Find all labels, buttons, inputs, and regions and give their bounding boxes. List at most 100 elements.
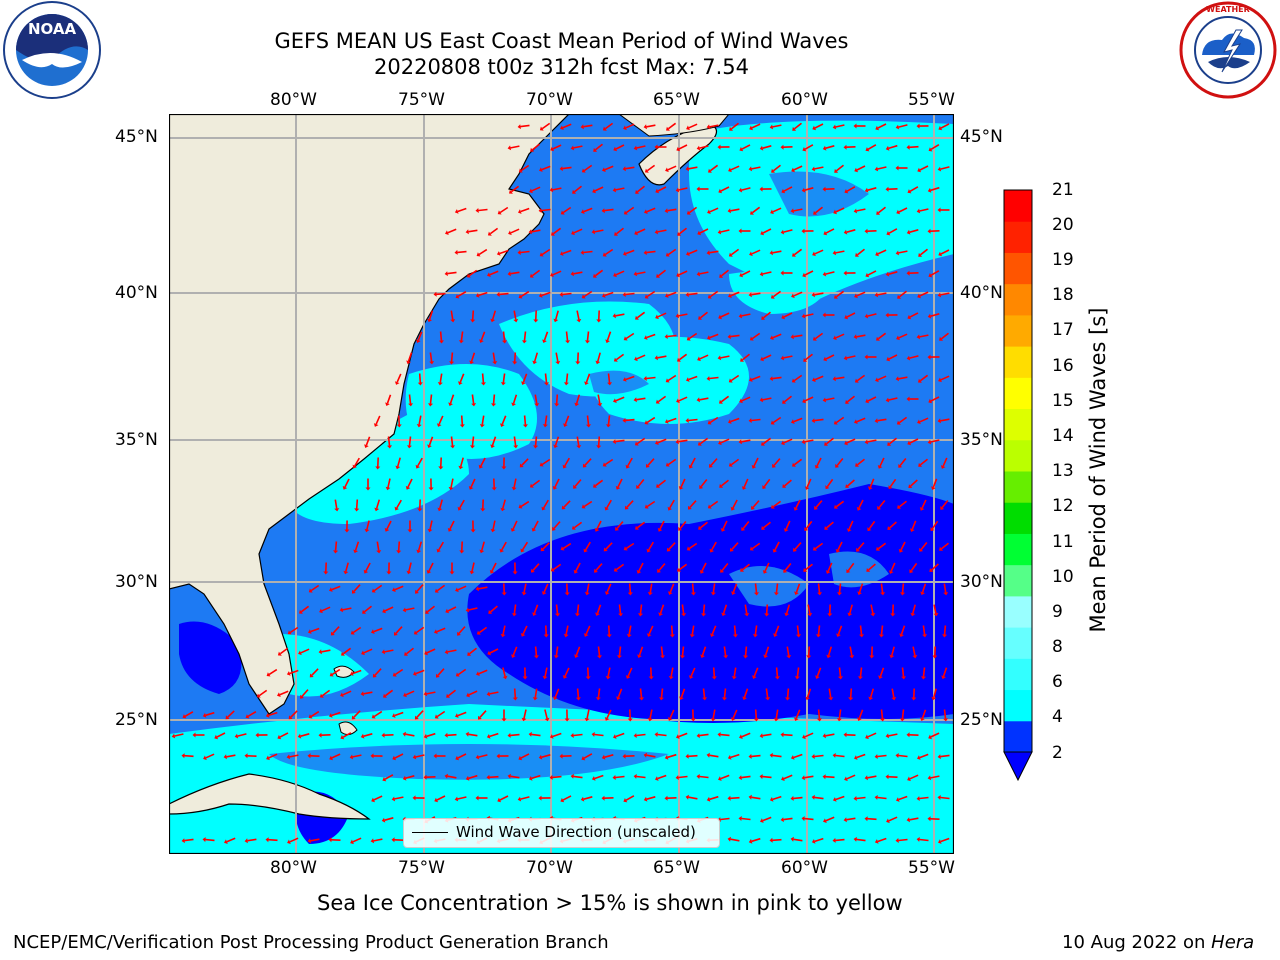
wind-arrow-head: [623, 210, 628, 215]
wind-arrow-shaft: [688, 754, 698, 758]
wind-arrow-head: [675, 775, 679, 780]
wind-arrow-head: [917, 755, 921, 760]
wind-arrow-shaft: [376, 541, 380, 551]
wind-arrow-head: [942, 634, 948, 638]
wind-arrow-shaft: [826, 437, 834, 445]
wind-arrow-shaft: [804, 439, 814, 443]
wind-arrow-head: [300, 694, 304, 699]
wind-arrow-shaft: [637, 185, 645, 193]
wind-arrow-shaft: [534, 394, 538, 404]
wind-arrow-shaft: [700, 521, 708, 529]
wind-arrow-shaft: [681, 646, 685, 656]
wind-arrow-head: [727, 755, 732, 760]
wind-arrow-head: [406, 360, 411, 365]
wind-arrow-head: [223, 754, 227, 760]
wind-arrow-head: [594, 568, 598, 573]
wind-arrow-head: [824, 441, 828, 446]
wind-arrow-shaft: [785, 604, 791, 614]
wind-arrow-shaft: [289, 626, 299, 634]
wind-arrow-head: [865, 147, 870, 152]
wind-arrow-head: [697, 356, 701, 362]
wind-arrow-shaft: [373, 838, 383, 842]
wind-arrow-shaft: [469, 647, 477, 655]
wind-arrow-head: [706, 796, 711, 802]
wind-arrow-head: [574, 402, 580, 407]
wind-arrow-head: [707, 504, 712, 509]
wind-arrow-shaft: [919, 374, 929, 382]
wind-arrow-shaft: [646, 416, 656, 424]
wind-arrow-head: [780, 144, 784, 150]
wind-arrow-head: [739, 146, 744, 152]
wind-arrow-shaft: [659, 604, 665, 614]
wind-arrow-shaft: [867, 144, 877, 150]
wind-arrow-shaft: [205, 711, 215, 717]
wind-arrow-shaft: [826, 478, 834, 488]
wind-arrow-head: [618, 613, 623, 617]
land-north-america: [169, 114, 570, 715]
wind-arrow-shaft: [910, 479, 918, 487]
wind-arrow-shaft: [804, 187, 814, 191]
wind-arrow-shaft: [415, 754, 425, 758]
map-panel[interactable]: [168, 113, 955, 855]
colorbar-bin: [1004, 471, 1032, 503]
wind-arrow-shaft: [470, 352, 476, 362]
wind-arrow-shaft: [847, 479, 855, 487]
wind-arrow-head: [680, 655, 685, 659]
wind-arrow-head: [626, 634, 632, 638]
wind-arrow-head: [782, 399, 786, 404]
wind-arrow-head: [643, 796, 648, 802]
wind-arrow-head: [437, 507, 443, 512]
wind-arrow-head: [921, 676, 926, 680]
wind-arrow-shaft: [930, 439, 940, 443]
wind-arrow-head: [686, 336, 691, 341]
wind-arrow-head: [752, 634, 758, 638]
wind-arrow-head: [688, 505, 692, 510]
wind-arrow-head: [581, 294, 586, 299]
wind-arrow-head: [466, 273, 471, 278]
wind-arrow-head: [469, 360, 474, 365]
wind-arrow-shaft: [835, 838, 845, 842]
wind-arrow-head: [644, 168, 649, 173]
colorbar-bin: [1004, 595, 1032, 628]
wind-arrow-shaft: [555, 646, 559, 656]
wind-arrow-head: [277, 692, 281, 697]
wind-arrow-shaft: [774, 541, 780, 551]
lat-label-left-30n: 30°N: [115, 572, 158, 592]
wind-arrow-head: [616, 696, 621, 700]
wind-arrow-shaft: [373, 584, 383, 592]
wind-arrow-shaft: [489, 691, 499, 695]
wind-arrow-shaft: [492, 394, 496, 404]
wind-arrow-shaft: [480, 331, 486, 341]
wind-arrow-shaft: [867, 817, 877, 821]
footer-date: 10 Aug 2022 on: [1062, 932, 1212, 953]
wind-arrow-head: [748, 838, 753, 844]
wind-arrow-shaft: [772, 795, 782, 801]
wind-arrow-shaft: [688, 166, 698, 170]
wind-arrow-head: [848, 697, 854, 701]
wind-arrow-head: [529, 483, 534, 488]
wind-arrow-shaft: [835, 250, 845, 254]
wind-arrow-head: [412, 754, 417, 760]
wind-arrow-head: [480, 382, 486, 386]
wind-arrow-head: [492, 361, 498, 365]
wind-arrow-head: [826, 654, 832, 659]
wind-arrow-head: [868, 486, 873, 490]
wind-arrow-head: [664, 208, 668, 214]
wind-arrow-shaft: [909, 186, 919, 192]
wind-arrow-shaft: [184, 838, 194, 842]
wind-arrow-head: [573, 569, 579, 574]
lon-label-bottom-65w: 65°W: [653, 858, 700, 878]
wind-arrow-shaft: [702, 688, 706, 698]
wind-arrow-head: [307, 753, 311, 759]
colorbar-bin: [1004, 346, 1032, 378]
wind-arrow-shaft: [762, 354, 772, 360]
wind-arrow-shaft: [678, 187, 688, 191]
wind-arrow-shaft: [457, 250, 467, 254]
wind-arrow-shaft: [429, 394, 433, 404]
wind-arrow-head: [772, 463, 776, 468]
wind-arrow-shaft: [891, 646, 895, 656]
wind-arrow-shaft: [597, 436, 601, 446]
wind-arrow-head: [470, 445, 475, 449]
wind-arrow-shaft: [762, 397, 772, 401]
wind-arrow-shaft: [332, 626, 340, 634]
